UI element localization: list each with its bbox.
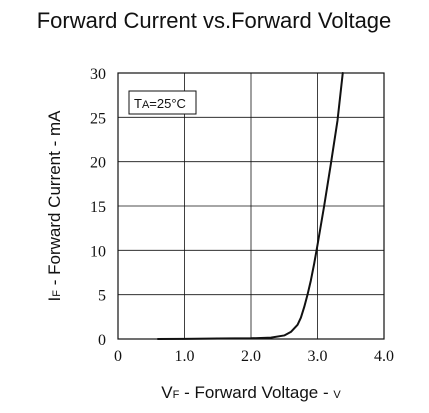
- y-axis-ticks: 0 5 10 15 20 25 30: [90, 66, 106, 349]
- x-axis-ticks: 0 1.0 2.0 3.0 4.0: [114, 348, 394, 365]
- condition-label: TA=25°C: [134, 96, 186, 111]
- condition-legend: TA=25°C: [128, 90, 197, 115]
- y-tick-label: 0: [98, 332, 106, 349]
- series-layer: [156, 72, 344, 340]
- y-tick-label: 15: [90, 199, 106, 216]
- y-tick-label: 10: [90, 243, 106, 260]
- y-axis-label: IF - Forward Current - mA: [45, 110, 64, 302]
- y-tick-label: 25: [90, 110, 106, 127]
- y-tick-label: 20: [90, 155, 106, 172]
- series-line: [156, 72, 344, 340]
- grid: [118, 73, 384, 339]
- x-tick-label: 2.0: [241, 348, 261, 365]
- y-tick-label: 30: [90, 66, 106, 83]
- x-axis-label: VF - Forward Voltage - V: [161, 383, 341, 402]
- x-tick-label: 3.0: [308, 348, 328, 365]
- x-tick-label: 4.0: [374, 348, 394, 365]
- chart-title: Forward Current vs.Forward Voltage: [37, 8, 392, 33]
- y-tick-label: 5: [98, 288, 106, 305]
- condition-legend-box: [128, 90, 197, 115]
- x-tick-label: 0: [114, 348, 122, 365]
- x-tick-label: 1.0: [175, 348, 195, 365]
